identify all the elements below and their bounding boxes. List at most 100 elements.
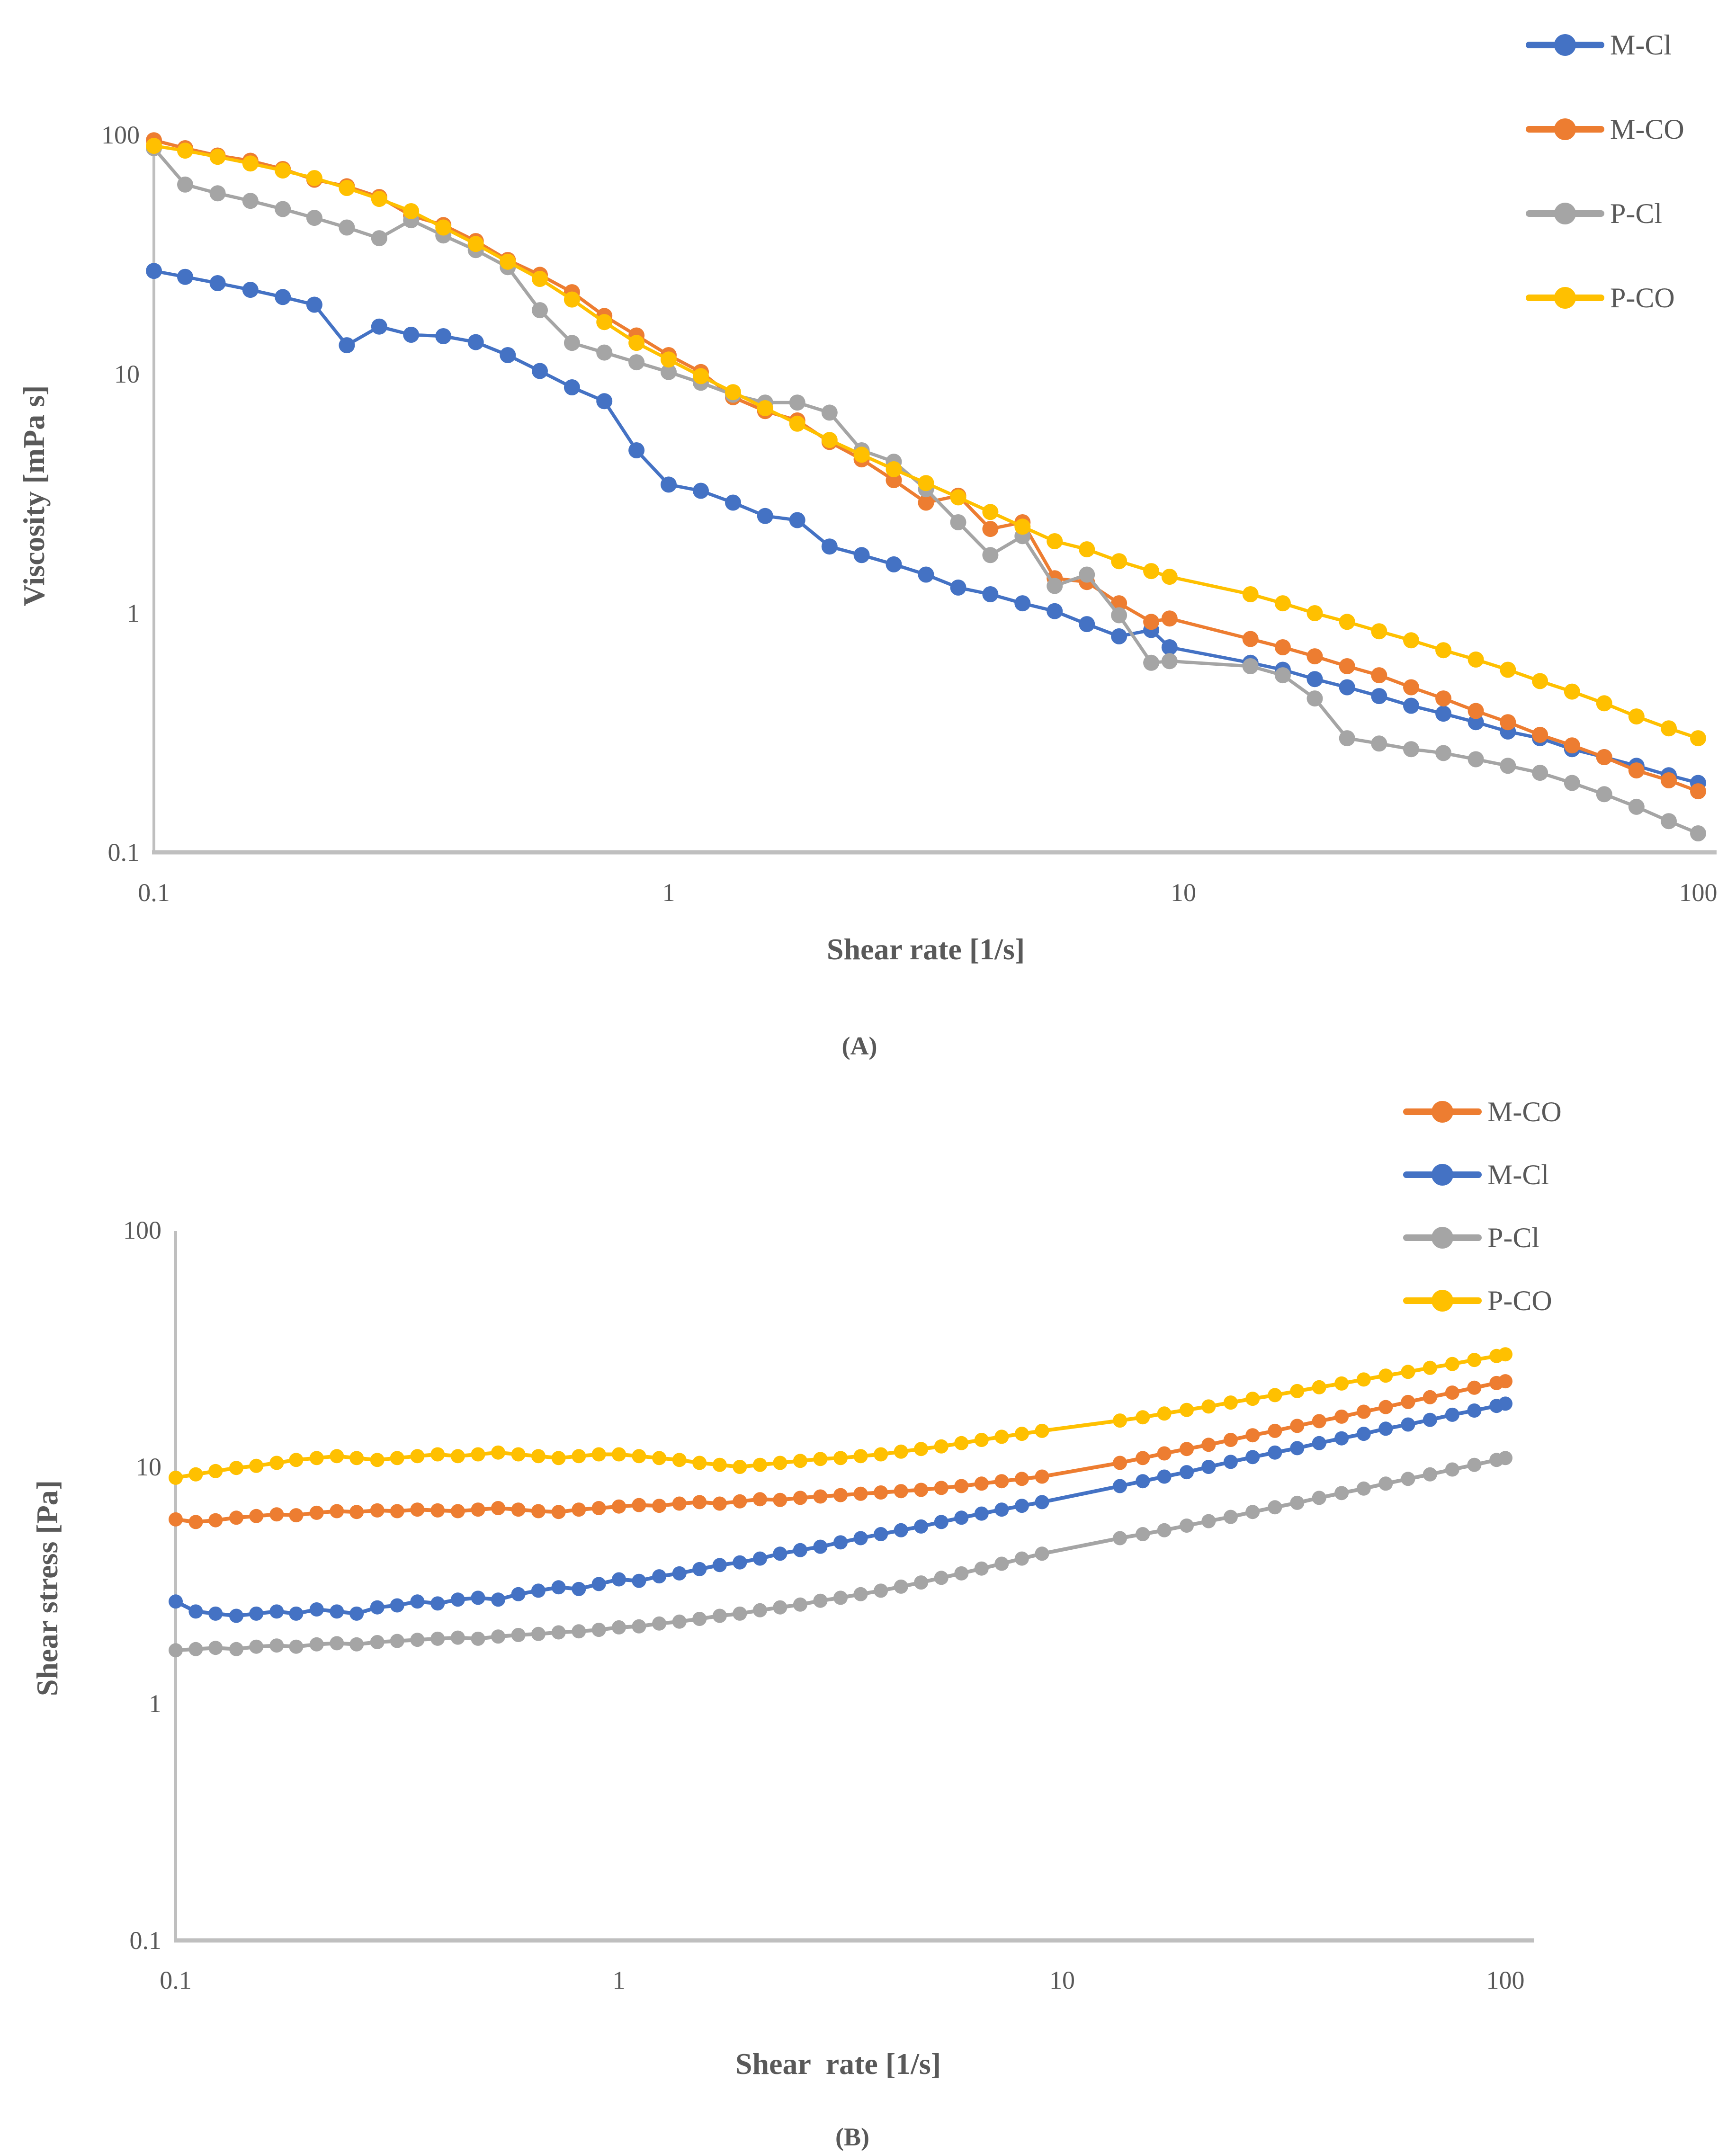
data-point-m-cl — [370, 1600, 385, 1615]
data-point-m-co — [1334, 1409, 1349, 1424]
data-point-p-co — [471, 1447, 485, 1462]
data-point-m-co — [330, 1504, 344, 1519]
data-point-p-cl — [1113, 1531, 1127, 1546]
data-point-p-co — [1468, 651, 1484, 668]
data-point-p-co — [692, 1456, 707, 1470]
data-point-p-co — [551, 1451, 566, 1465]
data-point-p-cl — [1274, 667, 1291, 684]
data-point-p-co — [1047, 533, 1063, 549]
data-point-m-co — [511, 1502, 526, 1517]
legend-label: M-CO — [1610, 113, 1684, 145]
data-point-m-cl — [789, 512, 805, 528]
data-point-p-co — [661, 351, 677, 368]
data-point-p-co — [874, 1447, 888, 1462]
data-point-p-cl — [994, 1556, 1009, 1571]
data-point-m-co — [390, 1504, 404, 1519]
data-point-m-co — [309, 1505, 324, 1520]
data-point-m-co — [994, 1474, 1009, 1489]
data-point-p-cl — [954, 1566, 969, 1581]
data-point-p-co — [289, 1453, 304, 1467]
data-point-p-co — [450, 1449, 465, 1464]
data-point-p-cl — [551, 1625, 566, 1640]
y-axis-tick-label: 1 — [127, 599, 140, 627]
data-point-m-co — [612, 1499, 626, 1514]
data-point-p-co — [1334, 1376, 1349, 1391]
data-point-m-cl — [591, 1577, 606, 1591]
data-point-p-co — [757, 400, 773, 416]
data-point-m-cl — [1111, 628, 1128, 644]
data-point-p-cl — [450, 1630, 465, 1645]
data-point-m-cl — [853, 1531, 868, 1546]
legend-a: M-Cl M-CO P-Cl P-CO — [1526, 19, 1684, 356]
data-point-p-co — [188, 1467, 203, 1482]
data-point-m-co — [1136, 1451, 1150, 1465]
x-axis-tick-label: 100 — [1679, 878, 1718, 907]
data-point-m-cl — [1136, 1474, 1150, 1489]
data-point-m-co — [1378, 1400, 1393, 1414]
data-point-p-cl — [661, 364, 677, 380]
data-point-m-cl — [1467, 1403, 1482, 1418]
y-axis-tick-label: 100 — [101, 121, 140, 149]
data-point-m-co — [169, 1512, 183, 1527]
data-point-p-cl — [471, 1631, 485, 1646]
m-co-line-marker-icon — [1526, 118, 1604, 141]
legend-label: P-Cl — [1487, 1222, 1540, 1253]
data-point-p-co — [229, 1461, 243, 1475]
data-point-m-cl — [773, 1546, 787, 1561]
data-point-p-cl — [275, 201, 291, 217]
data-point-p-co — [1180, 1403, 1194, 1417]
data-point-m-cl — [1290, 1441, 1305, 1456]
data-point-m-cl — [661, 476, 677, 493]
data-point-p-co — [612, 1447, 626, 1462]
data-point-m-cl — [188, 1604, 203, 1619]
data-point-p-co — [1274, 595, 1291, 612]
data-point-m-co — [1401, 1394, 1415, 1409]
data-point-m-cl — [1339, 679, 1355, 696]
data-point-m-co — [1564, 737, 1580, 754]
y-axis-tick-label: 1 — [149, 1689, 161, 1718]
legend-item-p-co: P-CO — [1403, 1279, 1562, 1322]
legend-item-p-cl: P-Cl — [1526, 188, 1684, 240]
data-point-p-co — [733, 1460, 747, 1474]
data-point-m-cl — [1035, 1495, 1049, 1510]
data-point-m-cl — [712, 1558, 727, 1572]
data-point-m-cl — [1306, 671, 1323, 688]
data-point-p-cl — [1290, 1495, 1305, 1510]
p-cl-line-marker-icon — [1403, 1226, 1482, 1249]
data-point-m-co — [954, 1479, 969, 1493]
data-point-m-cl — [532, 363, 548, 379]
y-axis-tick-label: 0.1 — [108, 838, 140, 867]
data-point-p-cl — [1532, 765, 1548, 781]
data-point-m-co — [1468, 703, 1484, 719]
data-point-p-cl — [309, 1637, 324, 1652]
data-point-p-co — [1223, 1395, 1238, 1410]
data-point-p-co — [789, 415, 805, 432]
data-point-m-cl — [371, 318, 387, 335]
data-point-p-cl — [349, 1637, 364, 1652]
data-point-m-cl — [693, 482, 709, 499]
data-point-p-cl — [1245, 1505, 1260, 1519]
data-point-m-co — [1435, 690, 1452, 707]
data-point-m-cl — [339, 337, 355, 354]
data-point-p-cl — [1268, 1500, 1282, 1515]
x-axis-tick-label: 1 — [662, 878, 675, 907]
m-cl-line-marker-icon — [1526, 34, 1604, 56]
data-point-m-co — [208, 1513, 223, 1528]
legend-item-m-cl: M-Cl — [1526, 19, 1684, 71]
data-point-p-co — [1498, 1347, 1512, 1362]
data-point-p-cl — [289, 1639, 304, 1654]
data-point-m-cl — [1201, 1460, 1216, 1474]
legend-item-m-co: M-CO — [1403, 1090, 1562, 1133]
data-point-m-cl — [612, 1572, 626, 1587]
data-point-m-co — [833, 1488, 848, 1502]
data-point-m-co — [1180, 1442, 1194, 1456]
data-point-m-cl — [551, 1580, 566, 1595]
data-point-p-cl — [596, 344, 613, 361]
data-point-m-cl — [886, 556, 902, 572]
data-point-m-co — [1312, 1414, 1326, 1429]
data-point-p-cl — [1157, 1523, 1172, 1537]
data-point-m-co — [1111, 595, 1128, 612]
data-point-m-co — [349, 1505, 364, 1519]
data-point-p-co — [672, 1453, 687, 1467]
data-point-m-co — [1356, 1404, 1371, 1419]
